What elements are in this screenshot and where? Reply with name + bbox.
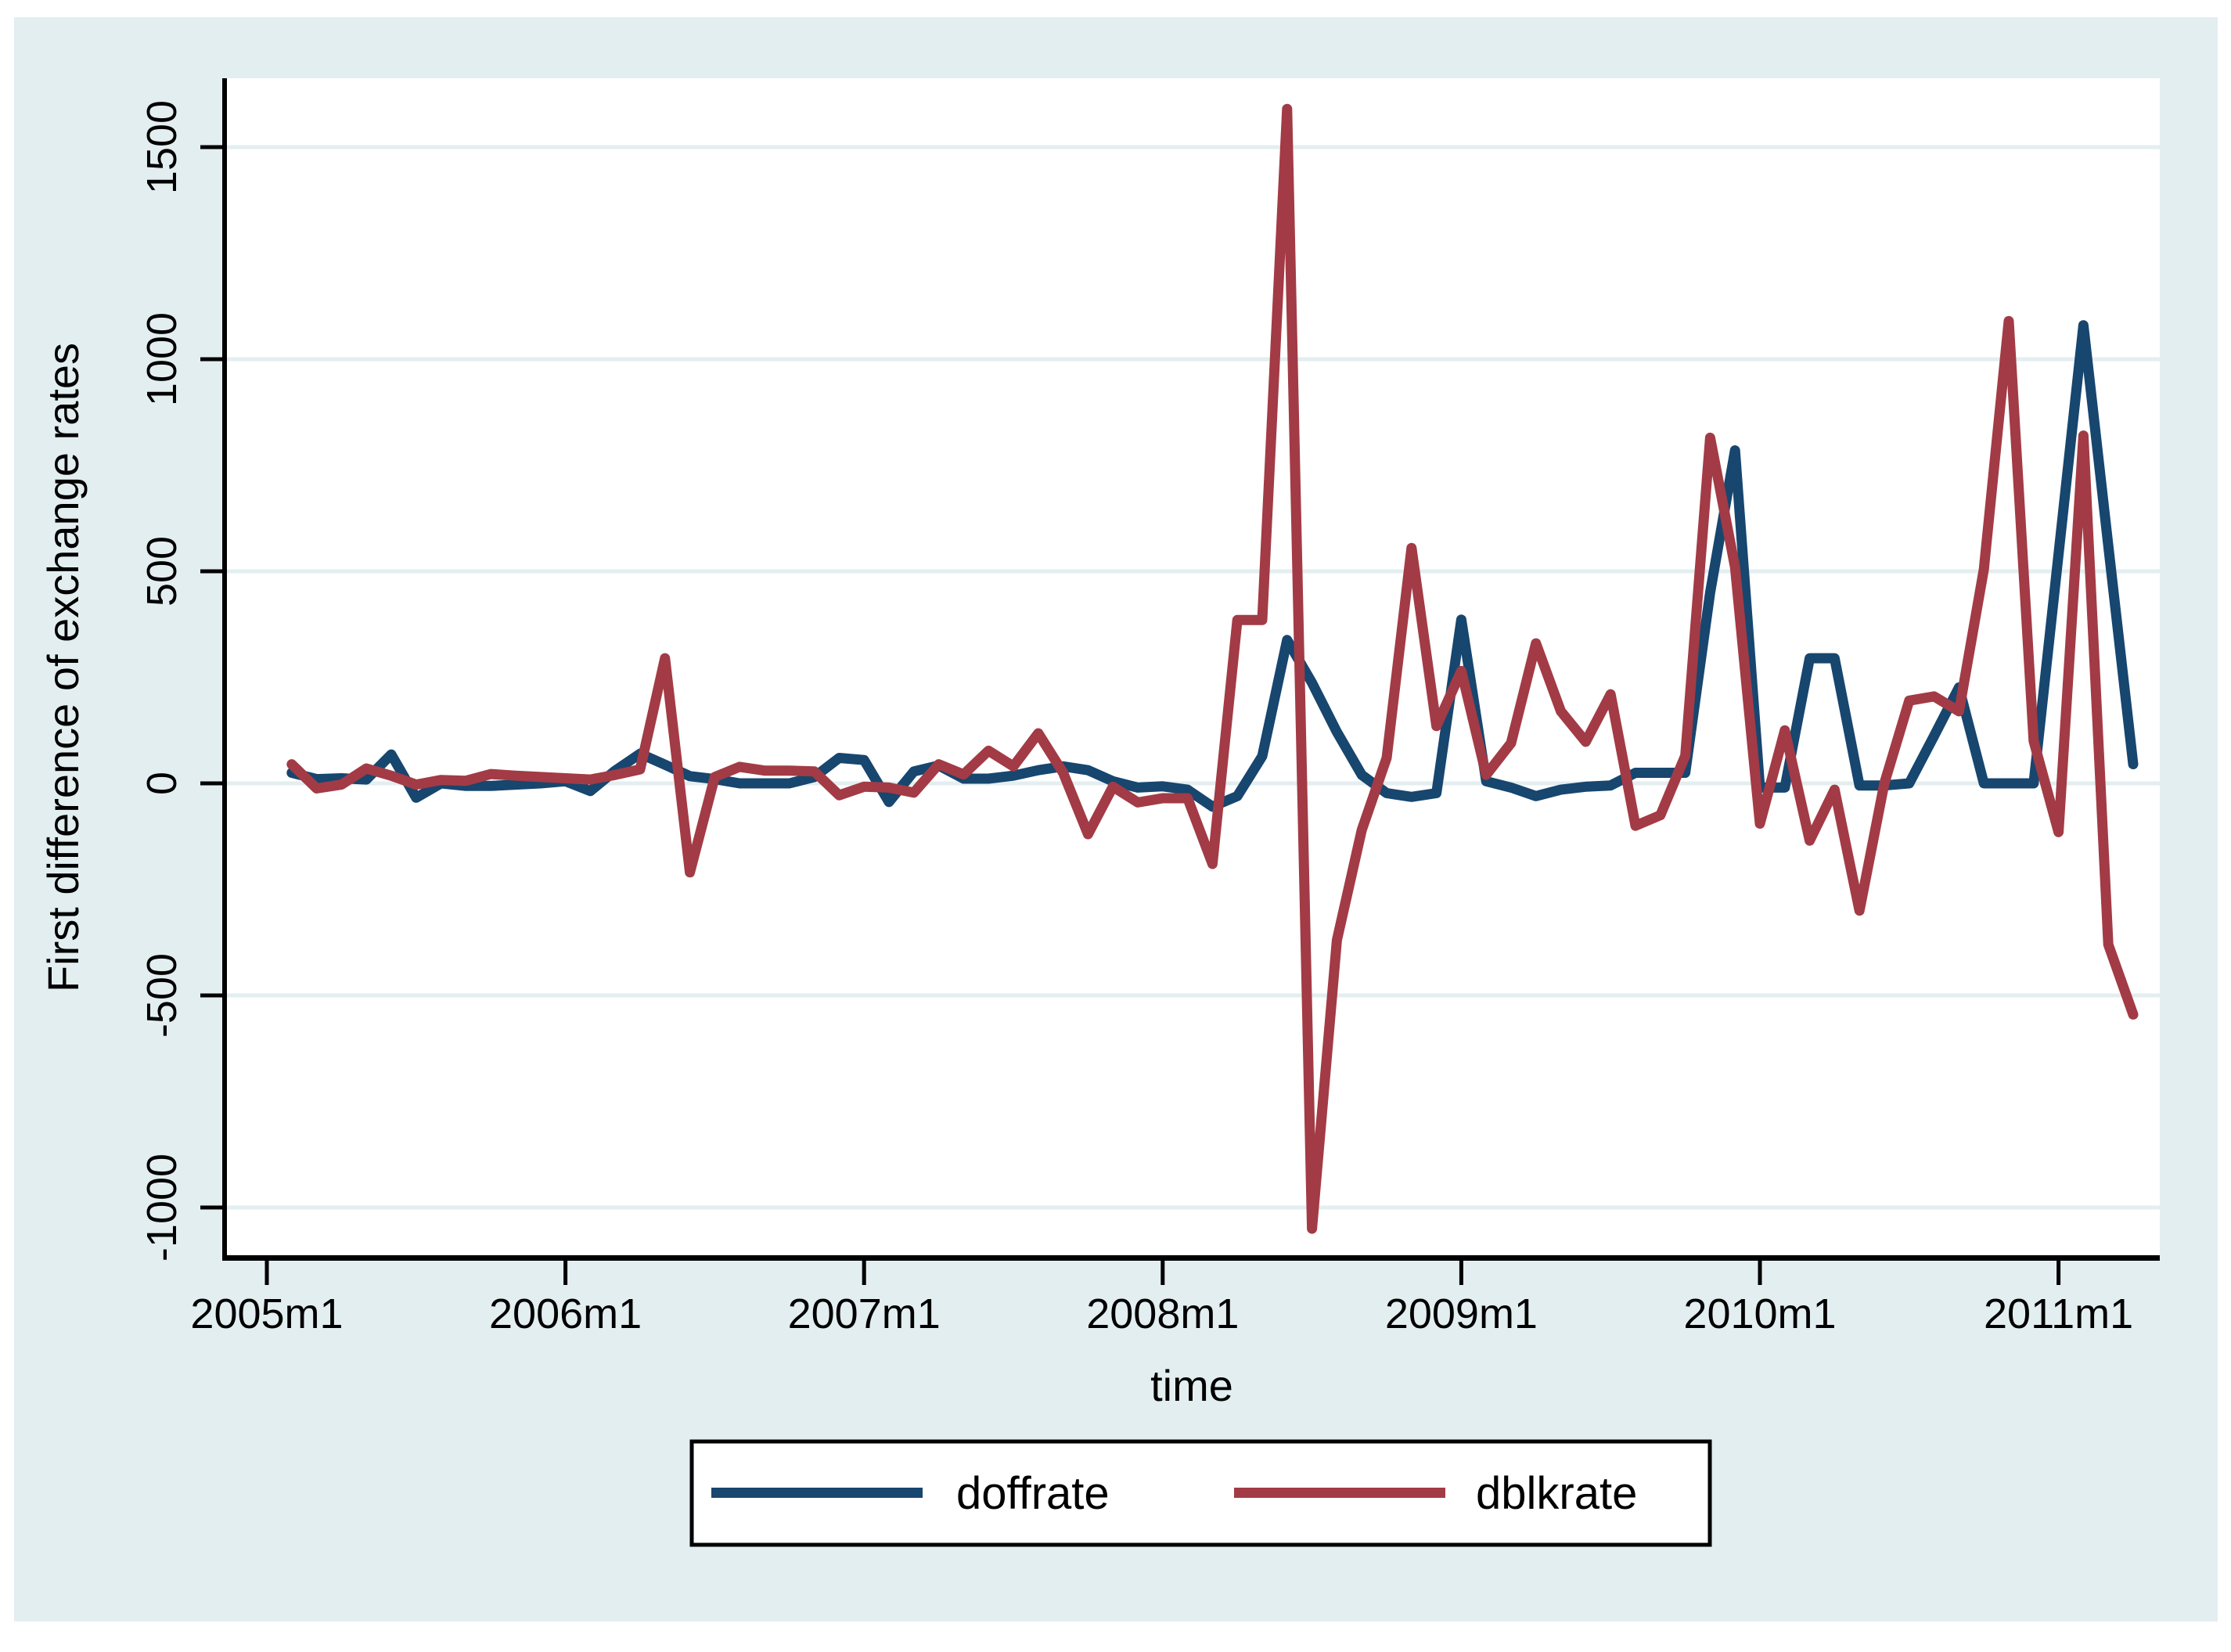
y-tick-label--1000: -1000 <box>139 1154 185 1261</box>
x-tick-label-2010m1: 2010m1 <box>1683 1290 1836 1337</box>
legend-swatch-dblkrate <box>1234 1488 1445 1498</box>
y-tick--500 <box>200 993 225 998</box>
y-tick--1000 <box>200 1205 225 1210</box>
dblkrate-line <box>286 103 2139 1234</box>
legend-label-doffrate: doffrate <box>956 1468 1110 1519</box>
x-tick-2010m1 <box>1758 1261 1762 1285</box>
series-lines <box>286 103 2139 1234</box>
graph-canvas: 1500 1000 500 0 -500 -1000 2005m1 2006m1 2007m1… <box>14 17 2218 1621</box>
x-tick-2006m1 <box>563 1261 568 1285</box>
legend-swatch-doffrate <box>711 1488 923 1498</box>
plot-area <box>225 78 2160 1258</box>
y-tick-label-500: 500 <box>139 536 185 606</box>
x-tick-label-2006m1: 2006m1 <box>489 1290 642 1337</box>
y-axis-line <box>222 78 227 1260</box>
x-tick-label-2008m1: 2008m1 <box>1086 1290 1239 1337</box>
x-tick-label-2011m1: 2011m1 <box>1984 1290 2133 1337</box>
y-axis-ticks: 1500 1000 500 0 -500 -1000 <box>139 100 225 1261</box>
legend: doffrate dblkrate <box>689 1439 1712 1547</box>
gridline-y--500 <box>225 993 2160 998</box>
chart-svg: 1500 1000 500 0 -500 -1000 2005m1 2006m1 2007m1… <box>38 78 2160 1547</box>
legend-label-dblkrate: dblkrate <box>1476 1468 1637 1519</box>
x-tick-2011m1 <box>2056 1261 2061 1285</box>
y-tick-500 <box>200 569 225 574</box>
y-tick-label-0: 0 <box>139 772 185 795</box>
gridline-y-1500 <box>225 145 2160 149</box>
x-tick-2007m1 <box>862 1261 866 1285</box>
x-tick-label-2005m1: 2005m1 <box>190 1290 343 1337</box>
x-tick-2009m1 <box>1459 1261 1463 1285</box>
x-axis-line <box>222 1255 2160 1261</box>
x-axis-title: time <box>1150 1361 1233 1410</box>
gridline-y-500 <box>225 569 2160 574</box>
y-tick-label-1500: 1500 <box>139 100 185 194</box>
gridline-y-0 <box>225 781 2160 786</box>
y-tick-1500 <box>200 145 225 149</box>
y-tick-1000 <box>200 357 225 362</box>
gridline-y-1000 <box>225 357 2160 362</box>
x-tick-label-2009m1: 2009m1 <box>1385 1290 1538 1337</box>
y-tick-0 <box>200 781 225 786</box>
y-tick-label-1000: 1000 <box>139 312 185 406</box>
doffrate-line <box>286 320 2139 812</box>
y-axis-title: First difference of exchange rates <box>38 343 88 992</box>
gridline-y--1000 <box>225 1205 2160 1210</box>
x-axis-ticks: 2005m1 2006m1 2007m1 2008m1 2009m1 2010m1 2011… <box>190 1261 2133 1337</box>
x-tick-2005m1 <box>264 1261 269 1285</box>
gridlines <box>225 145 2160 1210</box>
y-tick-label--500: -500 <box>139 953 185 1038</box>
x-tick-2008m1 <box>1160 1261 1165 1285</box>
x-tick-label-2007m1: 2007m1 <box>788 1290 941 1337</box>
